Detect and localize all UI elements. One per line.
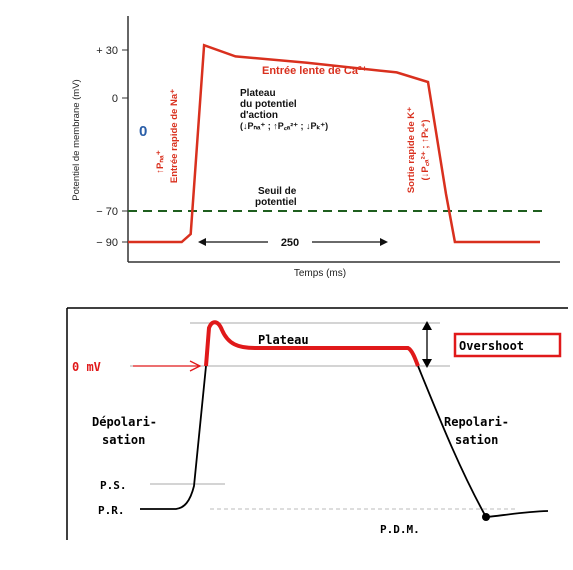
action-potential-trace-red (204, 320, 420, 367)
overshoot-box (453, 332, 562, 358)
overshoot-label: Overshoot (459, 339, 524, 353)
bottom-chart-background (0, 290, 573, 565)
duration-label: 250 (281, 237, 299, 249)
na-permeability-label: ↑Pₙₐ⁺ (155, 150, 166, 173)
bottom-chart-svg: 0 mV Plateau Overshoot Dépolari- sation … (0, 290, 573, 565)
pdm-label: P.D.M. (380, 523, 420, 536)
top-chart: + 30 0 − 70 − 90 Potentiel de membrane (… (0, 0, 573, 285)
zero-mv-arrowhead (189, 360, 202, 372)
pr-label: P.R. (98, 504, 125, 517)
top-chart-background (0, 0, 573, 285)
plateau-label: Plateau (258, 333, 309, 347)
seuil-label-2: potentiel (255, 197, 297, 208)
duration-arrowhead-right (380, 238, 388, 246)
top-chart-svg: + 30 0 − 70 − 90 Potentiel de membrane (… (0, 0, 573, 285)
overshoot-arrowhead-bottom (422, 359, 432, 368)
pdm-dot (482, 513, 490, 521)
plateau-label-2: du potentiel (240, 99, 297, 110)
ytick-label-30: + 30 (96, 45, 118, 57)
k-permeability-label: (↓P꜀ₐ²⁺ ; ↑Pₖ⁺) (420, 119, 431, 180)
k-exit-label: Sortie rapide de K⁺ (406, 107, 417, 193)
ytick-label-minus90: − 90 (96, 237, 118, 249)
seuil-label-1: Seuil de (258, 186, 297, 197)
depolarisation-label-1: Dépolari- (92, 415, 157, 429)
repolarisation-label-2: sation (455, 433, 498, 447)
ytick-label-minus70: − 70 (96, 206, 118, 218)
action-potential-trace-black (140, 365, 549, 518)
plateau-label-1: Plateau (240, 88, 276, 99)
zero-marker: 0 (139, 123, 147, 140)
action-potential-trace (128, 43, 540, 244)
na-entry-label: Entrée rapide de Na⁺ (169, 89, 180, 183)
bottom-chart: 0 mV Plateau Overshoot Dépolari- sation … (0, 290, 573, 565)
ca-entry-label: Entrée lente de Ca²⁺ (262, 65, 368, 77)
x-axis-label: Temps (ms) (294, 268, 346, 279)
overshoot-arrowhead-top (422, 321, 432, 330)
zero-mv-label: 0 mV (72, 360, 101, 374)
repolarisation-label-1: Repolari- (444, 415, 509, 429)
plateau-label-4: (↓Pₙₐ⁺ ; ↑P꜀ₐ²⁺ ; ↓Pₖ⁺) (240, 121, 328, 131)
ps-label: P.S. (100, 479, 127, 492)
plateau-label-3: d'action (240, 110, 278, 121)
ytick-label-0: 0 (112, 93, 118, 105)
duration-arrowhead-left (198, 238, 206, 246)
depolarisation-label-2: sation (102, 433, 145, 447)
y-axis-label: Potentiel de membrane (mV) (71, 79, 82, 200)
